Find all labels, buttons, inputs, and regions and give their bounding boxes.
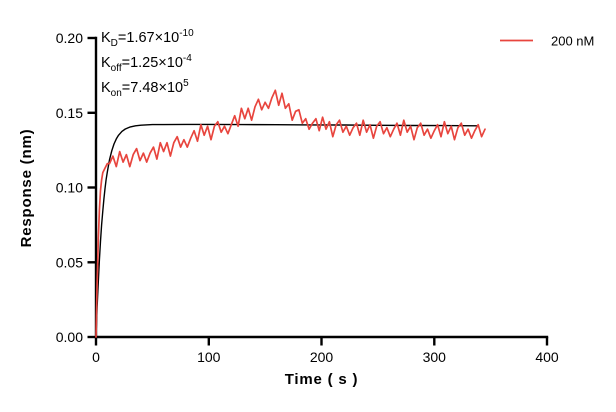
y-tick-label: 0.20 xyxy=(56,30,83,46)
kd-line: KD=1.67×10-10 xyxy=(101,26,194,51)
kon-exp: 5 xyxy=(183,78,189,90)
kd-exp: -10 xyxy=(179,28,194,40)
x-axis-title: Time ( s ) xyxy=(285,371,359,388)
y-tick-label: 0.10 xyxy=(56,180,83,196)
x-tick-labels: 0 100 200 300 400 xyxy=(92,349,559,365)
kon-sub: on xyxy=(110,87,122,99)
y-tick-labels: 0.20 0.15 0.10 0.05 0.00 xyxy=(56,30,83,345)
legend-label: 200 nM xyxy=(551,34,594,49)
x-tick-label: 0 xyxy=(92,349,100,365)
koff-line: Koff=1.25×10-4 xyxy=(101,51,194,76)
y-tick-label: 0.05 xyxy=(56,254,83,270)
kd-base: K xyxy=(101,30,111,46)
kinetics-annotation: KD=1.67×10-10 Koff=1.25×10-4 Kon=7.48×10… xyxy=(101,26,194,101)
koff-exp: -4 xyxy=(182,53,192,65)
x-tick-label: 200 xyxy=(310,349,334,365)
x-tick-label: 300 xyxy=(423,349,447,365)
kon-value: =7.48×10 xyxy=(121,80,184,96)
kon-base: K xyxy=(101,80,111,96)
legend: 200 nM xyxy=(500,34,594,49)
fit-curve xyxy=(95,123,478,338)
x-tick-label: 100 xyxy=(197,349,221,365)
y-tick-label: 0.15 xyxy=(56,105,83,121)
y-tick-label: 0.00 xyxy=(56,329,83,345)
kd-sub: D xyxy=(110,37,118,49)
y-axis-title: Response (nm) xyxy=(18,129,35,248)
kon-line: Kon=7.48×105 xyxy=(101,76,194,101)
koff-sub: off xyxy=(110,62,122,74)
measured-response-curve xyxy=(95,89,486,338)
x-tick-label: 400 xyxy=(535,349,559,365)
koff-base: K xyxy=(101,55,111,71)
kd-value: =1.67×10 xyxy=(117,30,180,46)
koff-value: =1.25×10 xyxy=(121,55,183,71)
